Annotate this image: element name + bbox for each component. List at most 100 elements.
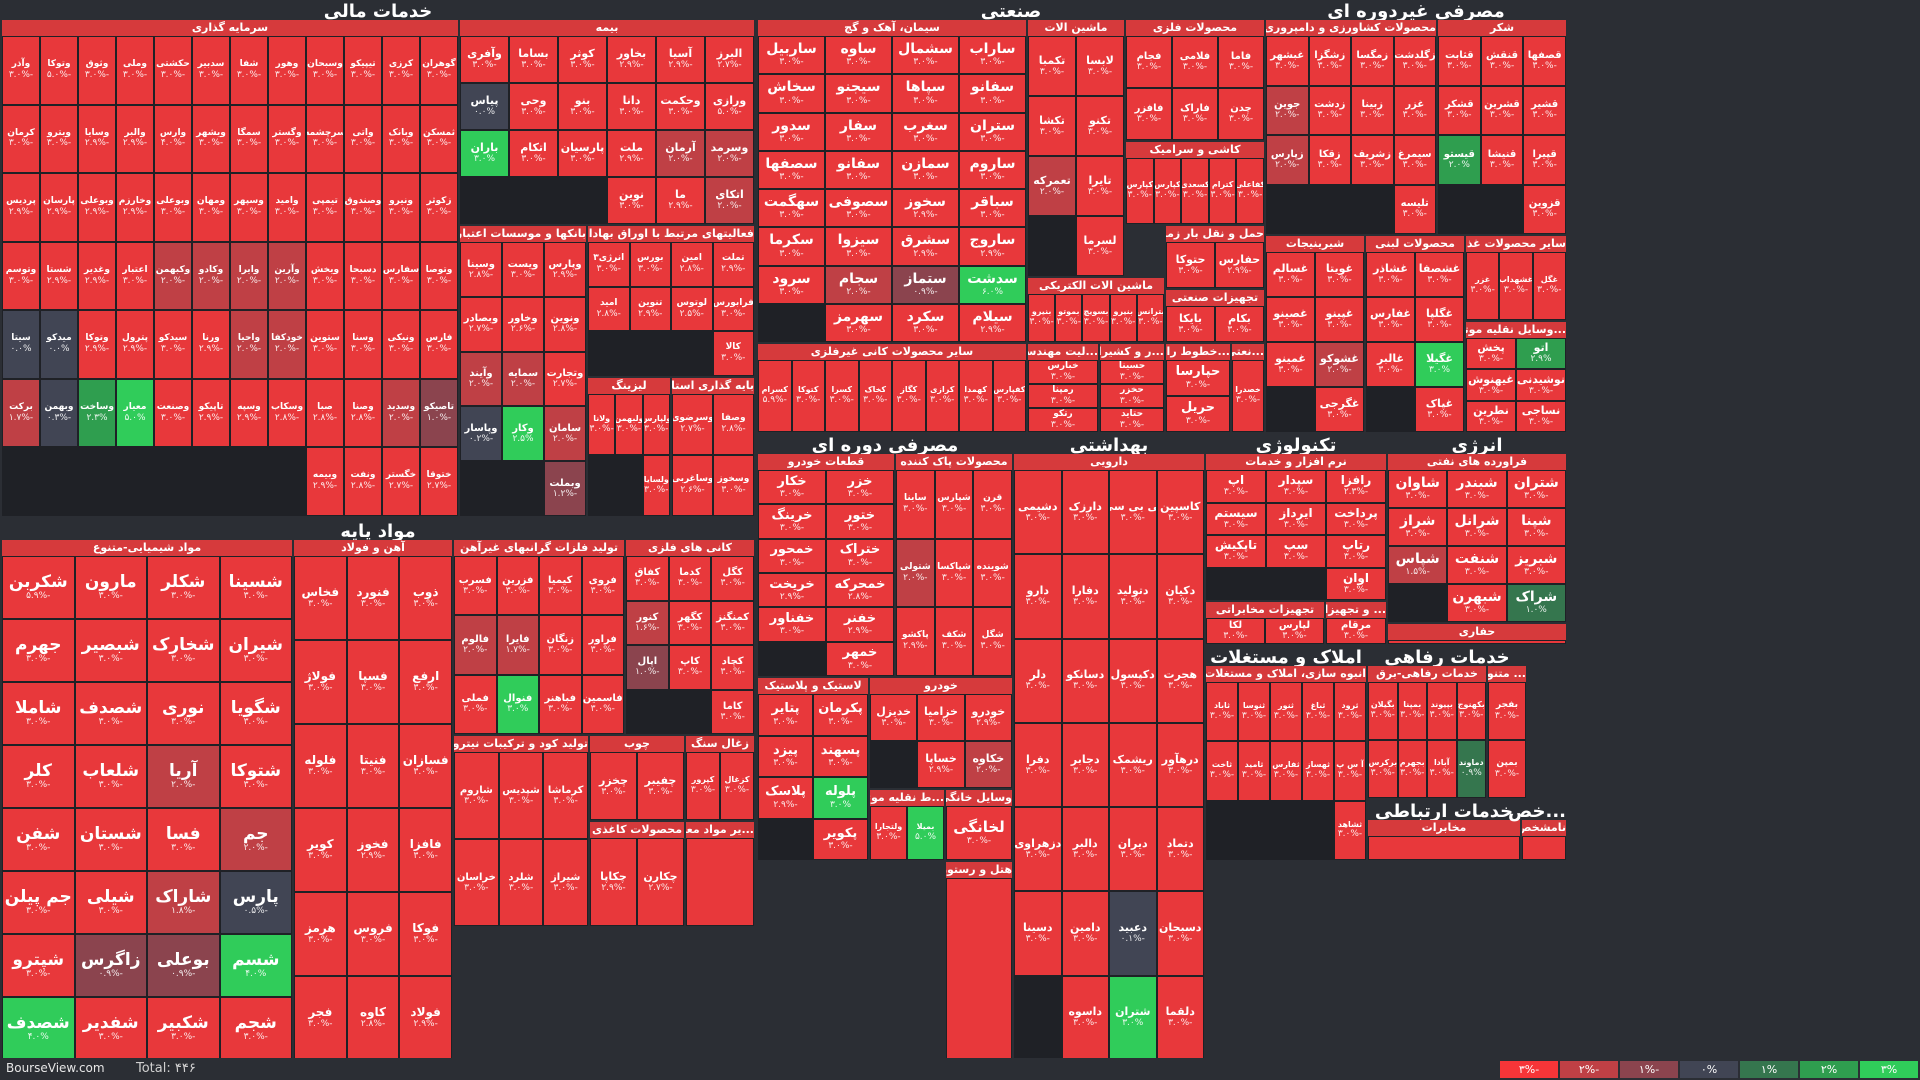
sector-title[interactable]: انرژی: [1451, 435, 1503, 456]
stock-tile[interactable]: وبوعلی -۲.۹%: [78, 173, 116, 242]
stock-tile[interactable]: زاگرس -۰.۹%: [74, 934, 147, 997]
stock-tile[interactable]: فنورد -۳.۰%: [346, 556, 400, 640]
stock-tile[interactable]: پخش -۳.۰%: [1466, 338, 1516, 370]
stock-tile[interactable]: وغدیر -۲.۹%: [78, 241, 116, 311]
stock-tile[interactable]: سدور -۳.۰%: [758, 112, 825, 151]
stock-tile[interactable]: سامان -۲.۰%: [544, 406, 586, 462]
stock-tile[interactable]: جم پیلن -۳.۰%: [2, 871, 75, 934]
stock-tile[interactable]: کچاد -۳.۰%: [711, 645, 754, 690]
stock-tile[interactable]: فزرین -۳.۰%: [496, 556, 539, 616]
stock-tile[interactable]: دلقما -۳.۰%: [1156, 975, 1204, 1060]
stock-tile[interactable]: وسپهر -۳.۰%: [230, 173, 268, 242]
sector-title[interactable]: خدمات ارتباطی: [1374, 801, 1514, 822]
stock-tile[interactable]: لوتوس -۲.۵%: [671, 286, 713, 332]
stock-tile[interactable]: کلر -۳.۰%: [2, 745, 75, 808]
stock-tile[interactable]: سفارس -۳.۰%: [382, 241, 420, 311]
stock-tile[interactable]: فولاد -۲.۹%: [399, 976, 452, 1060]
stock-tile[interactable]: وکار ۲.۵%: [502, 406, 544, 462]
stock-tile[interactable]: وآفری -۳.۰%: [460, 36, 509, 83]
stock-tile[interactable]: فالوم -۲.۰%: [454, 615, 497, 675]
stock-tile[interactable]: سیجنو -۳.۰%: [825, 74, 892, 113]
stock-tile[interactable]: فسا -۳.۰%: [147, 808, 220, 871]
stock-tile[interactable]: شفا -۳.۰%: [230, 36, 268, 105]
stock-tile[interactable]: شلرد -۳.۰%: [498, 839, 544, 926]
stock-tile[interactable]: دیران -۳.۰%: [1109, 807, 1157, 892]
stock-tile[interactable]: بساما -۳.۰%: [509, 36, 558, 83]
stock-tile[interactable]: ستماز -۰.۹%: [892, 265, 959, 304]
stock-tile[interactable]: بورس -۳.۰%: [629, 242, 671, 287]
stock-tile[interactable]: نوری -۳.۰%: [147, 682, 220, 745]
stock-tile[interactable]: جهرم -۳.۰%: [2, 619, 75, 682]
stock-tile[interactable]: غپینو -۳.۰%: [1315, 297, 1364, 342]
stock-tile[interactable]: وصفا -۲.۸%: [713, 394, 754, 455]
stock-tile[interactable]: بنیرو -۳.۰%: [1028, 294, 1056, 342]
stock-tile[interactable]: ساروج -۲.۹%: [959, 227, 1026, 266]
stock-tile[interactable]: دالبر -۳.۰%: [1061, 807, 1109, 892]
group-title[interactable]: وسایل خانگی: [946, 790, 1012, 806]
stock-tile[interactable]: پیاس ۰.۰%: [460, 83, 509, 130]
stock-tile[interactable]: زمگسا -۳.۰%: [1351, 36, 1394, 86]
stock-tile[interactable]: بموتو -۳.۰%: [1055, 294, 1083, 342]
group-title[interactable]: ... و تجهیزات: [1326, 602, 1386, 618]
stock-tile[interactable]: شیلی -۳.۰%: [74, 871, 147, 934]
stock-tile[interactable]: بمیلا ۵.۰%: [907, 806, 944, 860]
stock-tile[interactable]: حپارسا -۳.۰%: [1166, 360, 1230, 396]
stock-tile[interactable]: چکاپا -۲.۹%: [590, 838, 637, 926]
group-title[interactable]: حفاری: [1388, 624, 1566, 640]
stock-tile[interactable]: اپال -۱.۰%: [626, 645, 669, 690]
stock-tile[interactable]: نوشیدنی -۳.۰%: [1516, 369, 1566, 401]
stock-tile[interactable]: کسرام -۵.۹%: [758, 360, 792, 432]
stock-tile[interactable]: دسانکو -۳.۰%: [1061, 638, 1109, 723]
stock-tile[interactable]: غصینو -۳.۰%: [1266, 297, 1315, 342]
stock-tile[interactable]: واحیا -۲.۰%: [230, 310, 268, 379]
stock-tile[interactable]: کپرور -۳.۰%: [686, 752, 720, 820]
group-title[interactable]: سایر محصولات غذایی: [1466, 236, 1566, 252]
stock-tile[interactable]: شصدف ۴.۰%: [2, 997, 75, 1060]
stock-tile[interactable]: قنقش -۳.۰%: [1480, 36, 1524, 86]
stock-tile[interactable]: خفناور -۳.۰%: [758, 607, 826, 642]
group-title[interactable]: خودرو: [870, 678, 1012, 694]
group-title[interactable]: تجهیزات مخابراتی: [1206, 602, 1324, 618]
stock-tile[interactable]: شفدیر -۳.۰%: [74, 997, 147, 1060]
group-title[interactable]: نامشخص: [1522, 820, 1566, 836]
stock-tile[interactable]: وپاسار -۰.۲%: [460, 406, 502, 462]
stock-tile[interactable]: کفاق -۳.۰%: [626, 556, 669, 601]
stock-tile[interactable]: صبا -۲.۸%: [306, 378, 344, 448]
stock-tile[interactable]: شکربن -۵.۹%: [2, 556, 75, 619]
stock-tile[interactable]: بخاور -۲.۹%: [607, 36, 656, 83]
stock-tile[interactable]: پلاسک -۲.۹%: [758, 777, 813, 819]
group-title[interactable]: حمل و نقل بار زمینی: [1166, 226, 1264, 242]
stock-tile[interactable]: خصدرا -۳.۰%: [1232, 360, 1264, 432]
stock-tile[interactable]: سشرق -۲.۹%: [892, 227, 959, 266]
stock-tile[interactable]: حفارس -۲.۹%: [1215, 242, 1264, 288]
stock-tile[interactable]: تملت -۲.۹%: [712, 242, 754, 287]
stock-tile[interactable]: شکبیر -۳.۰%: [147, 997, 220, 1060]
stock-tile[interactable]: قپیرا -۳.۰%: [1523, 135, 1566, 185]
stock-tile[interactable]: غبشهر -۳.۰%: [1266, 36, 1309, 86]
stock-tile[interactable]: ومهان -۳.۰%: [192, 173, 230, 242]
group-title[interactable]: آهن و فولاد: [294, 540, 452, 556]
stock-tile[interactable]: ونوین -۲.۸%: [544, 296, 586, 352]
group-title[interactable]: کاشی و سرامیک: [1126, 142, 1264, 158]
stock-tile[interactable]: وبهمن -۰.۳%: [40, 378, 78, 448]
sector-title[interactable]: املاک و مستغلات: [1210, 647, 1362, 668]
stock-tile[interactable]: والبر -۲.۹%: [116, 104, 154, 174]
stock-tile[interactable]: ساوه -۳.۰%: [825, 36, 892, 75]
stock-tile[interactable]: نوین -۳.۰%: [607, 177, 656, 224]
stock-tile[interactable]: پسهند -۳.۰%: [813, 735, 868, 777]
stock-tile[interactable]: وآرین -۲.۰%: [268, 241, 306, 311]
stock-tile[interactable]: ختور -۳.۰%: [826, 504, 894, 539]
stock-tile[interactable]: کپارس -۳.۰%: [1153, 158, 1182, 224]
stock-tile[interactable]: ویخش -۳.۰%: [306, 241, 344, 311]
stock-tile[interactable]: کسرا -۳.۰%: [825, 360, 859, 432]
stock-tile[interactable]: غفارس -۳.۰%: [1366, 297, 1415, 342]
stock-tile[interactable]: تاصیکو -۱.۰%: [420, 378, 458, 448]
stock-tile[interactable]: غزر -۳.۰%: [1466, 252, 1500, 320]
stock-tile[interactable]: خودکفا -۲.۰%: [268, 310, 306, 379]
stock-tile[interactable]: کتوکا -۳.۰%: [791, 360, 825, 432]
stock-tile[interactable]: سدشت ۶.۰%: [959, 265, 1026, 304]
stock-tile[interactable]: آسیا -۲.۹%: [656, 36, 705, 83]
stock-tile[interactable]: شکلر -۳.۰%: [147, 556, 220, 619]
stock-tile[interactable]: آبادا -۳.۰%: [1427, 740, 1457, 798]
stock-tile[interactable]: امین -۲.۸%: [671, 242, 713, 287]
